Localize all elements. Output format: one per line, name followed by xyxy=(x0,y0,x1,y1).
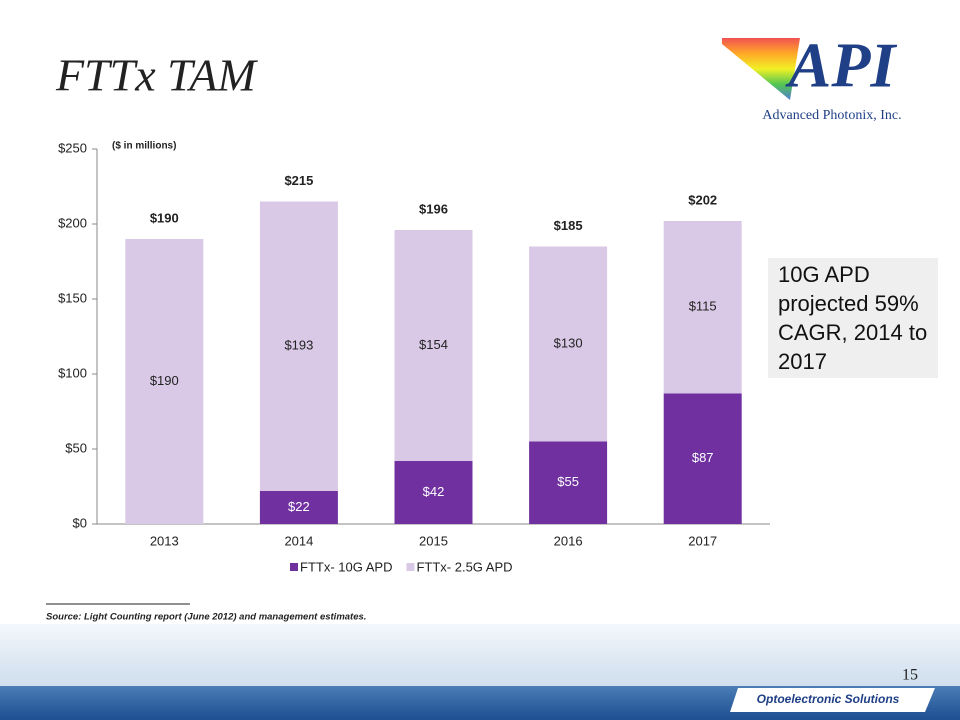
data-label: $154 xyxy=(419,337,448,352)
callout-text: 10G APD projected 59% CAGR, 2014 to 2017 xyxy=(778,262,928,374)
legend-label: FTTx- 10G APD xyxy=(300,559,392,574)
bar-segment xyxy=(394,461,473,524)
page-number: 15 xyxy=(902,667,918,684)
x-tick-label: 2015 xyxy=(419,533,448,548)
chart-subtitle: ($ in millions) xyxy=(112,141,176,152)
x-tick-label: 2013 xyxy=(150,533,179,548)
legend-label: FTTx- 2.5G APD xyxy=(416,559,512,574)
total-label: $190 xyxy=(150,210,179,225)
data-label: $22 xyxy=(288,499,310,514)
y-tick-label: $250 xyxy=(58,140,87,155)
logo-stripes xyxy=(722,38,800,100)
data-label: $87 xyxy=(692,450,714,465)
total-label: $196 xyxy=(419,201,448,216)
x-tick-label: 2014 xyxy=(284,533,313,548)
data-label: $42 xyxy=(423,484,445,499)
footer-tab xyxy=(730,688,935,712)
bar-segment xyxy=(529,441,608,524)
y-tick-label: $50 xyxy=(65,440,87,455)
bar-segment xyxy=(529,246,608,442)
x-tick-label: 2017 xyxy=(688,533,717,548)
legend-swatch xyxy=(290,563,298,571)
data-label: $193 xyxy=(284,338,313,353)
total-label: $202 xyxy=(688,192,717,207)
data-label: $115 xyxy=(689,299,717,314)
logo: API Advanced Photonix, Inc. xyxy=(722,30,902,123)
bar-segment xyxy=(663,221,742,394)
logo-name: API xyxy=(785,30,898,101)
data-label: $190 xyxy=(150,373,179,388)
legend-swatch xyxy=(406,563,415,571)
bar-segment xyxy=(259,201,338,491)
logo-tagline: Advanced Photonix, Inc. xyxy=(762,108,901,123)
bar-segment xyxy=(663,393,742,524)
x-tick-label: 2016 xyxy=(554,533,583,548)
total-label: $215 xyxy=(284,173,313,188)
data-label: $130 xyxy=(554,335,583,350)
total-label: $185 xyxy=(554,218,583,233)
y-tick-label: $150 xyxy=(58,290,87,305)
bar-segment xyxy=(125,239,204,524)
y-tick-label: $200 xyxy=(58,215,87,230)
y-tick-label: $100 xyxy=(58,365,87,380)
footer-text: Optoelectronic Solutions xyxy=(757,692,900,706)
data-label: $55 xyxy=(557,474,579,489)
callout-box xyxy=(768,258,938,378)
footer-fade xyxy=(0,624,960,686)
source: Source: Light Counting report (June 2012… xyxy=(46,612,366,623)
callout: 10G APD projected 59% CAGR, 2014 to 2017 xyxy=(778,262,928,374)
bar-segment xyxy=(259,491,338,524)
y-tick-label: $0 xyxy=(73,515,87,530)
slide-title: FTTx TAM xyxy=(55,50,258,101)
bar-segment xyxy=(394,230,473,461)
